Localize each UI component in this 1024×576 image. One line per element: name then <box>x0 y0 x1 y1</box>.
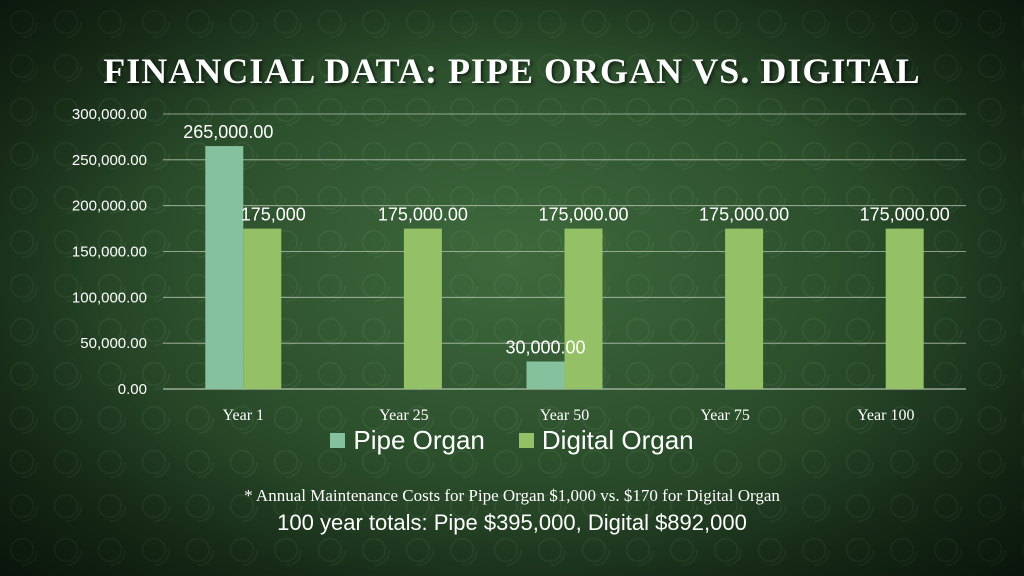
legend-label-digital-organ: Digital Organ <box>541 425 694 455</box>
x-tick-label: Year 100 <box>857 407 914 424</box>
data-labels: 265,000.00 175,000 175,000.00 30,000.00 175,… <box>183 122 949 357</box>
y-axis-tick-labels: 0.00 50,000.00 100,000.00 150,000.00 200,000… <box>72 106 147 398</box>
bar-digital-organ <box>243 228 282 389</box>
x-axis-tick-labels: Year 1 Year 25 Year 50 Year 75 Year 100 <box>223 407 915 424</box>
y-tick-label: 300,000.00 <box>72 106 147 123</box>
bars <box>205 146 924 389</box>
x-tick-label: Year 50 <box>540 407 589 424</box>
bar-digital-organ <box>403 228 442 389</box>
bar-pipe-organ <box>205 146 244 389</box>
data-label: 175,000.00 <box>860 205 950 225</box>
data-label: 30,000.00 <box>505 338 585 358</box>
totals-summary: 100 year totals: Pipe $395,000, Digital … <box>277 510 747 535</box>
y-tick-label: 0.00 <box>118 381 147 398</box>
y-tick-label: 250,000.00 <box>72 152 147 169</box>
legend-label-pipe-organ: Pipe Organ <box>353 425 485 455</box>
maintenance-footnote: * Annual Maintenance Costs for Pipe Orga… <box>244 486 780 505</box>
data-label: 175,000 <box>241 205 306 225</box>
chart-legend: Pipe Organ Digital Organ <box>0 425 1024 456</box>
bar-pipe-organ <box>526 361 565 389</box>
x-tick-label: Year 75 <box>700 407 749 424</box>
bar-digital-organ <box>725 228 764 389</box>
data-label: 175,000.00 <box>699 205 789 225</box>
legend-swatch-digital-organ <box>518 433 534 448</box>
legend-item-digital-organ: Digital Organ <box>518 425 694 456</box>
y-tick-label: 50,000.00 <box>80 335 147 352</box>
data-label: 175,000.00 <box>378 205 468 225</box>
y-tick-label: 150,000.00 <box>72 244 147 261</box>
chart-title: FINANCIAL DATA: PIPE ORGAN VS. DIGITAL <box>103 51 921 91</box>
data-label: 265,000.00 <box>183 122 273 142</box>
y-tick-label: 200,000.00 <box>72 198 147 215</box>
y-tick-label: 100,000.00 <box>72 289 147 306</box>
x-tick-label: Year 1 <box>223 407 264 424</box>
bar-digital-organ <box>885 228 924 389</box>
legend-swatch-pipe-organ <box>330 433 346 448</box>
bar-digital-organ <box>564 228 603 389</box>
legend-item-pipe-organ: Pipe Organ <box>330 425 485 456</box>
data-label: 175,000.00 <box>538 205 628 225</box>
x-tick-label: Year 25 <box>379 407 428 424</box>
